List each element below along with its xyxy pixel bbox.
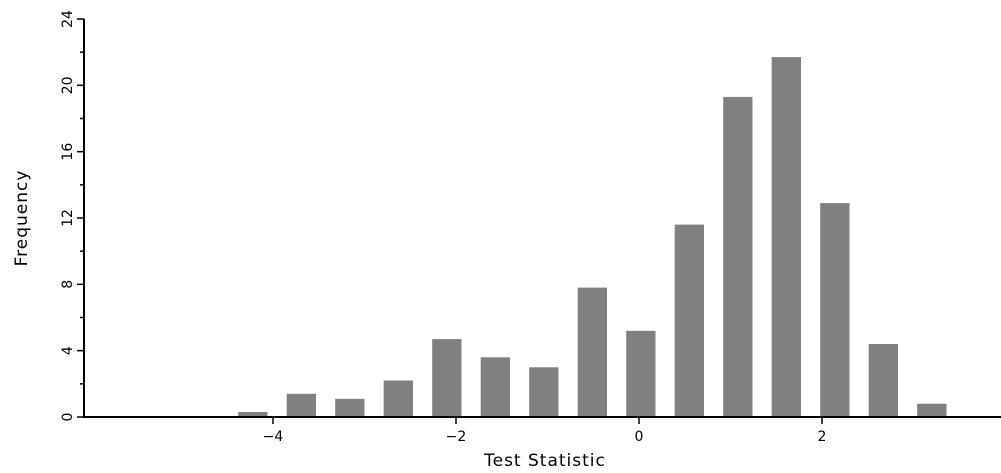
- x-tick-label: −2: [446, 429, 467, 445]
- histogram-bar: [577, 287, 607, 417]
- histogram-bar: [432, 339, 462, 417]
- y-tick-label: 16: [60, 143, 76, 161]
- histogram-bar: [238, 412, 268, 417]
- histogram-bar: [820, 203, 850, 417]
- y-tick-label: 24: [60, 10, 76, 28]
- y-axis-title: Frequency: [12, 170, 32, 267]
- x-ticks-layer: −4 −2 0 2: [263, 417, 827, 445]
- y-tick-label: 20: [60, 76, 76, 94]
- y-tick-label: 8: [60, 280, 76, 289]
- histogram-bar: [771, 57, 801, 417]
- y-tick-label: 12: [60, 209, 76, 227]
- x-axis-title: Test Statistic: [483, 451, 606, 471]
- y-ticks-layer: 0 4 8 12 16 20 24: [60, 10, 84, 421]
- y-tick-label: 0: [60, 413, 76, 422]
- x-tick-label: 0: [635, 429, 644, 445]
- histogram-bar: [868, 344, 898, 417]
- x-tick-label: −4: [263, 429, 284, 445]
- x-tick-label: 2: [818, 429, 827, 445]
- histogram-bar: [674, 224, 704, 417]
- histogram-bar: [335, 398, 365, 417]
- histogram-bar: [480, 357, 510, 417]
- axes-layer: [83, 19, 1001, 418]
- histogram-bar: [383, 380, 413, 417]
- histogram-bar: [529, 367, 559, 418]
- histogram-bar: [626, 330, 656, 417]
- histogram-bar: [723, 96, 753, 418]
- histogram-bar: [917, 403, 947, 417]
- bars-layer: [238, 57, 947, 418]
- y-tick-label: 4: [60, 346, 76, 355]
- histogram-bar: [286, 393, 316, 417]
